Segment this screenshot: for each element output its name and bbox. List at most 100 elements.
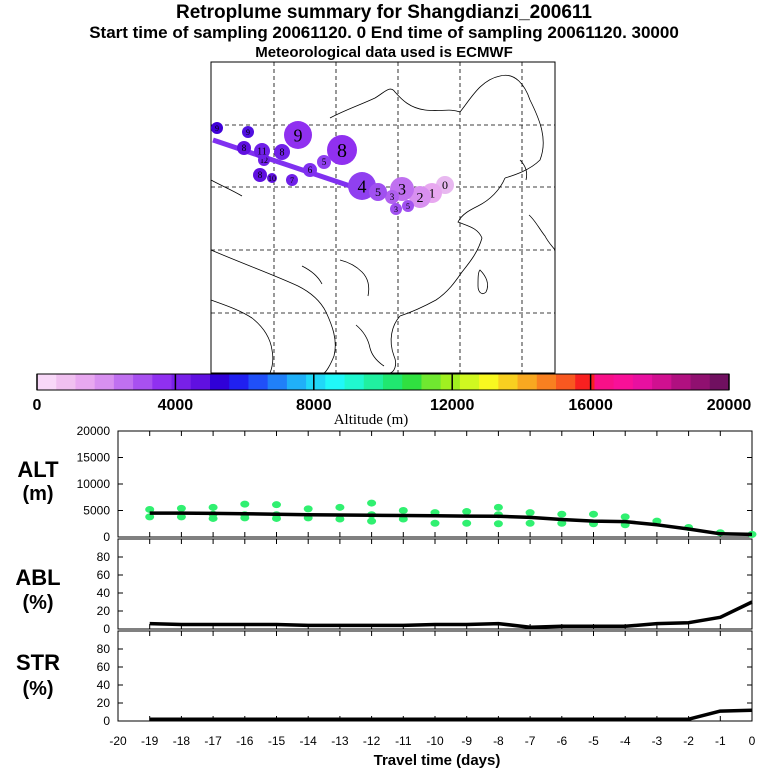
chart-title: Retroplume summary for Shangdianzi_20061… bbox=[175, 2, 593, 23]
alt-scatter-point bbox=[557, 519, 567, 527]
colorbar-swatch bbox=[459, 374, 480, 390]
alt-scatter-point bbox=[462, 508, 472, 516]
colorbar-swatch bbox=[498, 374, 519, 390]
colorbar-swatch bbox=[575, 374, 595, 390]
colorbar-swatch bbox=[325, 374, 346, 390]
x-tick-label: -5 bbox=[588, 734, 599, 748]
alt-scatter-point bbox=[398, 507, 408, 514]
alt-scatter-point bbox=[240, 514, 250, 522]
trajectory-marker bbox=[402, 200, 414, 212]
colorbar-swatch bbox=[402, 374, 422, 390]
colorbar-swatch bbox=[671, 374, 692, 390]
y-tick-label: 0 bbox=[103, 714, 110, 728]
colorbar-swatch bbox=[383, 374, 403, 390]
colorbar-tick-label: 20000 bbox=[707, 397, 752, 414]
colorbar-swatch bbox=[613, 374, 634, 390]
trajectory-marker bbox=[303, 163, 317, 177]
y-tick-label: 20 bbox=[97, 604, 111, 618]
trajectory-marker-label: 8 bbox=[280, 148, 285, 159]
trajectory-marker bbox=[267, 173, 277, 183]
colorbar-swatch bbox=[594, 374, 615, 390]
alt-scatter-point bbox=[557, 510, 567, 518]
colorbar-swatch bbox=[286, 374, 307, 390]
x-tick-label: -7 bbox=[525, 734, 536, 748]
trajectory-marker-label: 8 bbox=[337, 140, 347, 162]
y-tick-label: 60 bbox=[97, 568, 111, 582]
x-tick-label: -9 bbox=[461, 734, 472, 748]
trajectory-marker bbox=[385, 190, 399, 204]
y-tick-label: 15000 bbox=[77, 451, 111, 465]
colorbar-swatch bbox=[210, 374, 230, 390]
y-tick-label: 20 bbox=[97, 696, 111, 710]
colorbar-swatch bbox=[479, 374, 499, 390]
trajectory-marker-label: 3 bbox=[398, 182, 406, 199]
y-tick-label: 40 bbox=[97, 678, 111, 692]
trajectory-marker-label: 8 bbox=[258, 170, 263, 180]
trajectory-marker bbox=[211, 122, 223, 134]
colorbar-tick-label: 8000 bbox=[296, 397, 332, 414]
colorbar-swatch bbox=[306, 374, 326, 390]
colorbar-tick-label: 12000 bbox=[430, 397, 475, 414]
alt-scatter-point bbox=[208, 503, 218, 511]
alt-scatter-point bbox=[240, 500, 250, 508]
colorbar-swatch bbox=[632, 374, 653, 390]
alt-scatter-point bbox=[430, 519, 440, 527]
trajectory-marker-label: 11 bbox=[257, 147, 267, 158]
x-tick-label: -3 bbox=[652, 734, 663, 748]
trajectory-marker-label: 9 bbox=[215, 124, 219, 133]
colorbar-swatch bbox=[536, 374, 557, 390]
abl-label: ABL bbox=[15, 565, 60, 590]
colorbar-swatch bbox=[190, 374, 211, 390]
colorbar-swatch bbox=[133, 374, 153, 390]
trajectory-marker-label: 6 bbox=[308, 165, 313, 175]
y-tick-label: 80 bbox=[97, 642, 111, 656]
colorbar-tick-label: 4000 bbox=[158, 397, 194, 414]
trajectory-marker bbox=[369, 183, 387, 201]
trajectory-marker bbox=[348, 172, 376, 200]
alt-scatter-point bbox=[145, 505, 155, 513]
alt-scatter-point bbox=[589, 510, 598, 518]
alt-scatter-point bbox=[493, 520, 503, 528]
x-tick-label: -1 bbox=[715, 734, 726, 748]
x-tick-label: -20 bbox=[109, 734, 127, 748]
trajectory-marker bbox=[254, 143, 270, 159]
colorbar-swatch bbox=[652, 374, 672, 390]
trajectory-marker-label: 7 bbox=[290, 176, 294, 185]
alt-label: ALT bbox=[17, 457, 59, 482]
colorbar-label: Altitude (m) bbox=[334, 412, 409, 428]
met-data-text: Meteorological data used is ECMWF bbox=[255, 44, 513, 61]
panel-labels: ALT (m) ABL (%) STR (%) bbox=[15, 457, 60, 700]
x-tick-label: -19 bbox=[141, 734, 159, 748]
trajectory-marker-label: 8 bbox=[242, 143, 247, 153]
alt-scatter-point bbox=[367, 499, 377, 507]
y-tick-label: 0 bbox=[103, 530, 110, 544]
altitude-colorbar: 0 4000 8000 12000 16000 20000 bbox=[33, 373, 752, 414]
trajectory-marker bbox=[284, 121, 312, 149]
alt-scatter-point bbox=[367, 517, 377, 525]
colorbar-tick-label: 0 bbox=[33, 397, 42, 414]
trajectory-marker bbox=[327, 135, 357, 165]
x-tick-label: -8 bbox=[493, 734, 504, 748]
alt-scatter-point bbox=[620, 513, 630, 521]
time-series-panels: 0 5000 10000 15000 20000 0 20 40 60 80 0 20 40 60 80 -2… bbox=[77, 424, 757, 748]
x-tick-label: -14 bbox=[300, 734, 318, 748]
sampling-time-text: Start time of sampling 20061120. 0 End t… bbox=[89, 23, 679, 42]
x-tick-label: -17 bbox=[204, 734, 222, 748]
x-tick-label: -2 bbox=[683, 734, 694, 748]
y-tick-label: 80 bbox=[97, 550, 111, 564]
colorbar-swatch bbox=[37, 374, 57, 390]
alt-scatter-point bbox=[303, 505, 313, 513]
colorbar-swatch bbox=[556, 374, 576, 390]
colorbar-swatch bbox=[113, 374, 134, 390]
colorbar-swatch bbox=[56, 374, 76, 390]
colorbar-swatch bbox=[363, 374, 384, 390]
x-tick-label: -15 bbox=[268, 734, 286, 748]
abl-series-line bbox=[149, 600, 753, 629]
y-tick-label: 60 bbox=[97, 660, 111, 674]
alt-scatter-point bbox=[272, 514, 281, 522]
str-series-line bbox=[149, 708, 753, 721]
x-tick-label: 0 bbox=[749, 734, 756, 748]
colorbar-swatch bbox=[690, 374, 711, 390]
